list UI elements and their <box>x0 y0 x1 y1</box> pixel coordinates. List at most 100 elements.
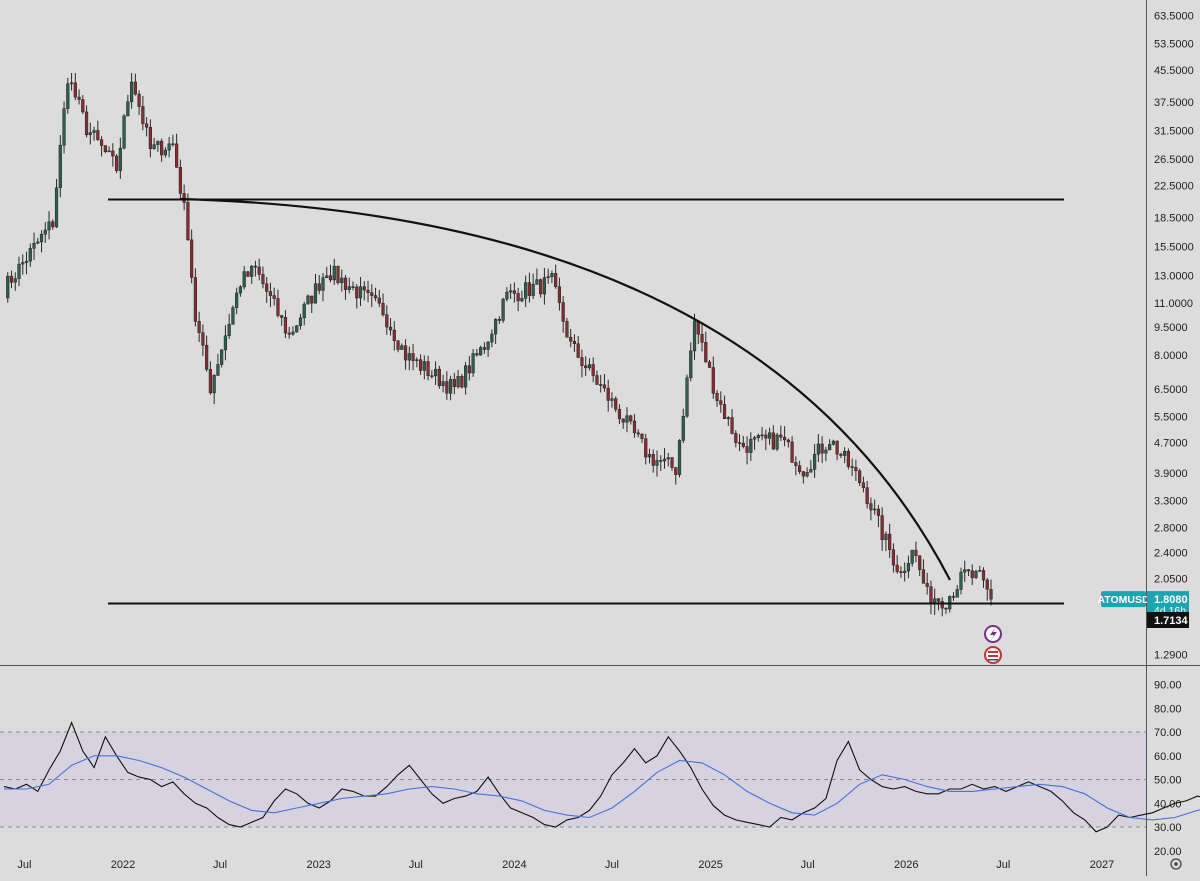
candle-body <box>343 277 348 290</box>
candle-body <box>445 381 449 394</box>
candle-body <box>959 571 963 590</box>
candle-body <box>741 442 745 447</box>
candle-body <box>869 503 873 511</box>
price-tick-label: 3.3000 <box>1154 495 1188 507</box>
candle-body <box>223 335 228 351</box>
time-tick-label: Jul <box>213 859 227 871</box>
candle-body <box>302 303 306 319</box>
candle-body <box>621 418 625 423</box>
candle-body <box>212 375 216 394</box>
candle-body <box>876 508 881 516</box>
price-tick-label: 13.0000 <box>1154 271 1194 283</box>
candle-body <box>779 434 783 438</box>
candle-body <box>58 144 62 189</box>
candle-body <box>501 298 505 321</box>
rsi-tick-label: 70.00 <box>1154 727 1182 739</box>
candle-body <box>888 533 892 550</box>
candle-body <box>84 111 89 136</box>
candle-body <box>178 167 182 194</box>
candle-body <box>839 453 843 456</box>
gear-icon-center[interactable] <box>1174 862 1178 866</box>
time-tick-label: Jul <box>17 859 31 871</box>
price-tick-label: 37.5000 <box>1154 97 1194 109</box>
candle-body <box>411 353 415 361</box>
candle-body <box>565 321 569 338</box>
candle-body <box>145 123 149 128</box>
candle-body <box>963 569 967 573</box>
candle-body <box>415 359 419 361</box>
candle-body <box>433 368 438 377</box>
candle-body <box>865 487 869 504</box>
lightning-icon-glyph[interactable] <box>990 628 997 640</box>
candle-body <box>704 342 708 363</box>
candle-body <box>966 569 971 572</box>
candle-body <box>295 325 299 333</box>
price-tick-label: 6.5000 <box>1154 384 1188 396</box>
candle-body <box>388 326 393 331</box>
candle-body <box>636 432 640 435</box>
candle-body <box>54 187 59 228</box>
candle-body <box>407 353 411 361</box>
rsi-tick-label: 50.00 <box>1154 775 1182 787</box>
flag-icon-stripe[interactable] <box>988 651 998 653</box>
candle-body <box>13 278 17 283</box>
candle-body <box>899 571 903 573</box>
candle-body <box>828 444 832 451</box>
price-tick-label: 2.0500 <box>1154 573 1188 585</box>
candle-body <box>32 242 36 249</box>
candle-body <box>283 317 288 334</box>
candle-body <box>148 126 152 149</box>
candle-body <box>771 432 775 450</box>
candle-body <box>362 286 366 291</box>
candle-body <box>940 601 944 609</box>
rsi-ma-line <box>4 755 1200 821</box>
candle-body <box>28 248 32 262</box>
price-tick-label: 31.5000 <box>1154 125 1194 137</box>
candle-body <box>929 586 933 605</box>
candle-body <box>764 434 768 439</box>
candle-body <box>17 263 21 279</box>
candle-body <box>918 555 922 570</box>
candle-body <box>103 145 107 152</box>
candle-body <box>141 106 145 125</box>
candle-body <box>317 283 321 291</box>
candle-body <box>625 415 629 423</box>
candle-body <box>201 332 205 346</box>
candle-body <box>497 319 501 321</box>
candle-body <box>328 275 333 281</box>
candle-body <box>505 291 509 300</box>
candle-body <box>467 365 471 374</box>
time-tick-label: 2025 <box>698 859 722 871</box>
candle-body <box>707 361 712 368</box>
candle-body <box>114 155 119 171</box>
candle-body <box>426 361 430 377</box>
candle-body <box>895 564 899 572</box>
candle-body <box>692 320 697 352</box>
candle-body <box>396 340 400 350</box>
candle-body <box>235 292 239 308</box>
candle-body <box>873 508 877 511</box>
candle-body <box>542 277 547 295</box>
price-tick-label: 9.5000 <box>1154 322 1188 334</box>
candle-body <box>606 387 610 401</box>
candle-body <box>321 277 325 291</box>
price-tick-label: 2.4000 <box>1154 548 1188 560</box>
candle-body <box>722 404 727 420</box>
candle-body <box>126 101 130 117</box>
candle-body <box>790 441 794 463</box>
candle-body <box>854 467 858 472</box>
candle-body <box>47 221 51 231</box>
candle-body <box>186 202 190 241</box>
gear-icon[interactable] <box>1170 858 1182 870</box>
candle-body <box>227 324 231 336</box>
candle-body <box>182 193 186 203</box>
candle-body <box>39 233 44 243</box>
candle-body <box>441 381 445 387</box>
candle-body <box>208 369 213 394</box>
candle-body <box>910 549 914 564</box>
candle-body <box>430 375 434 378</box>
flag-icon-stripe[interactable] <box>988 655 998 657</box>
flag-icon-stripe[interactable] <box>988 659 998 661</box>
candle-body <box>580 357 584 367</box>
